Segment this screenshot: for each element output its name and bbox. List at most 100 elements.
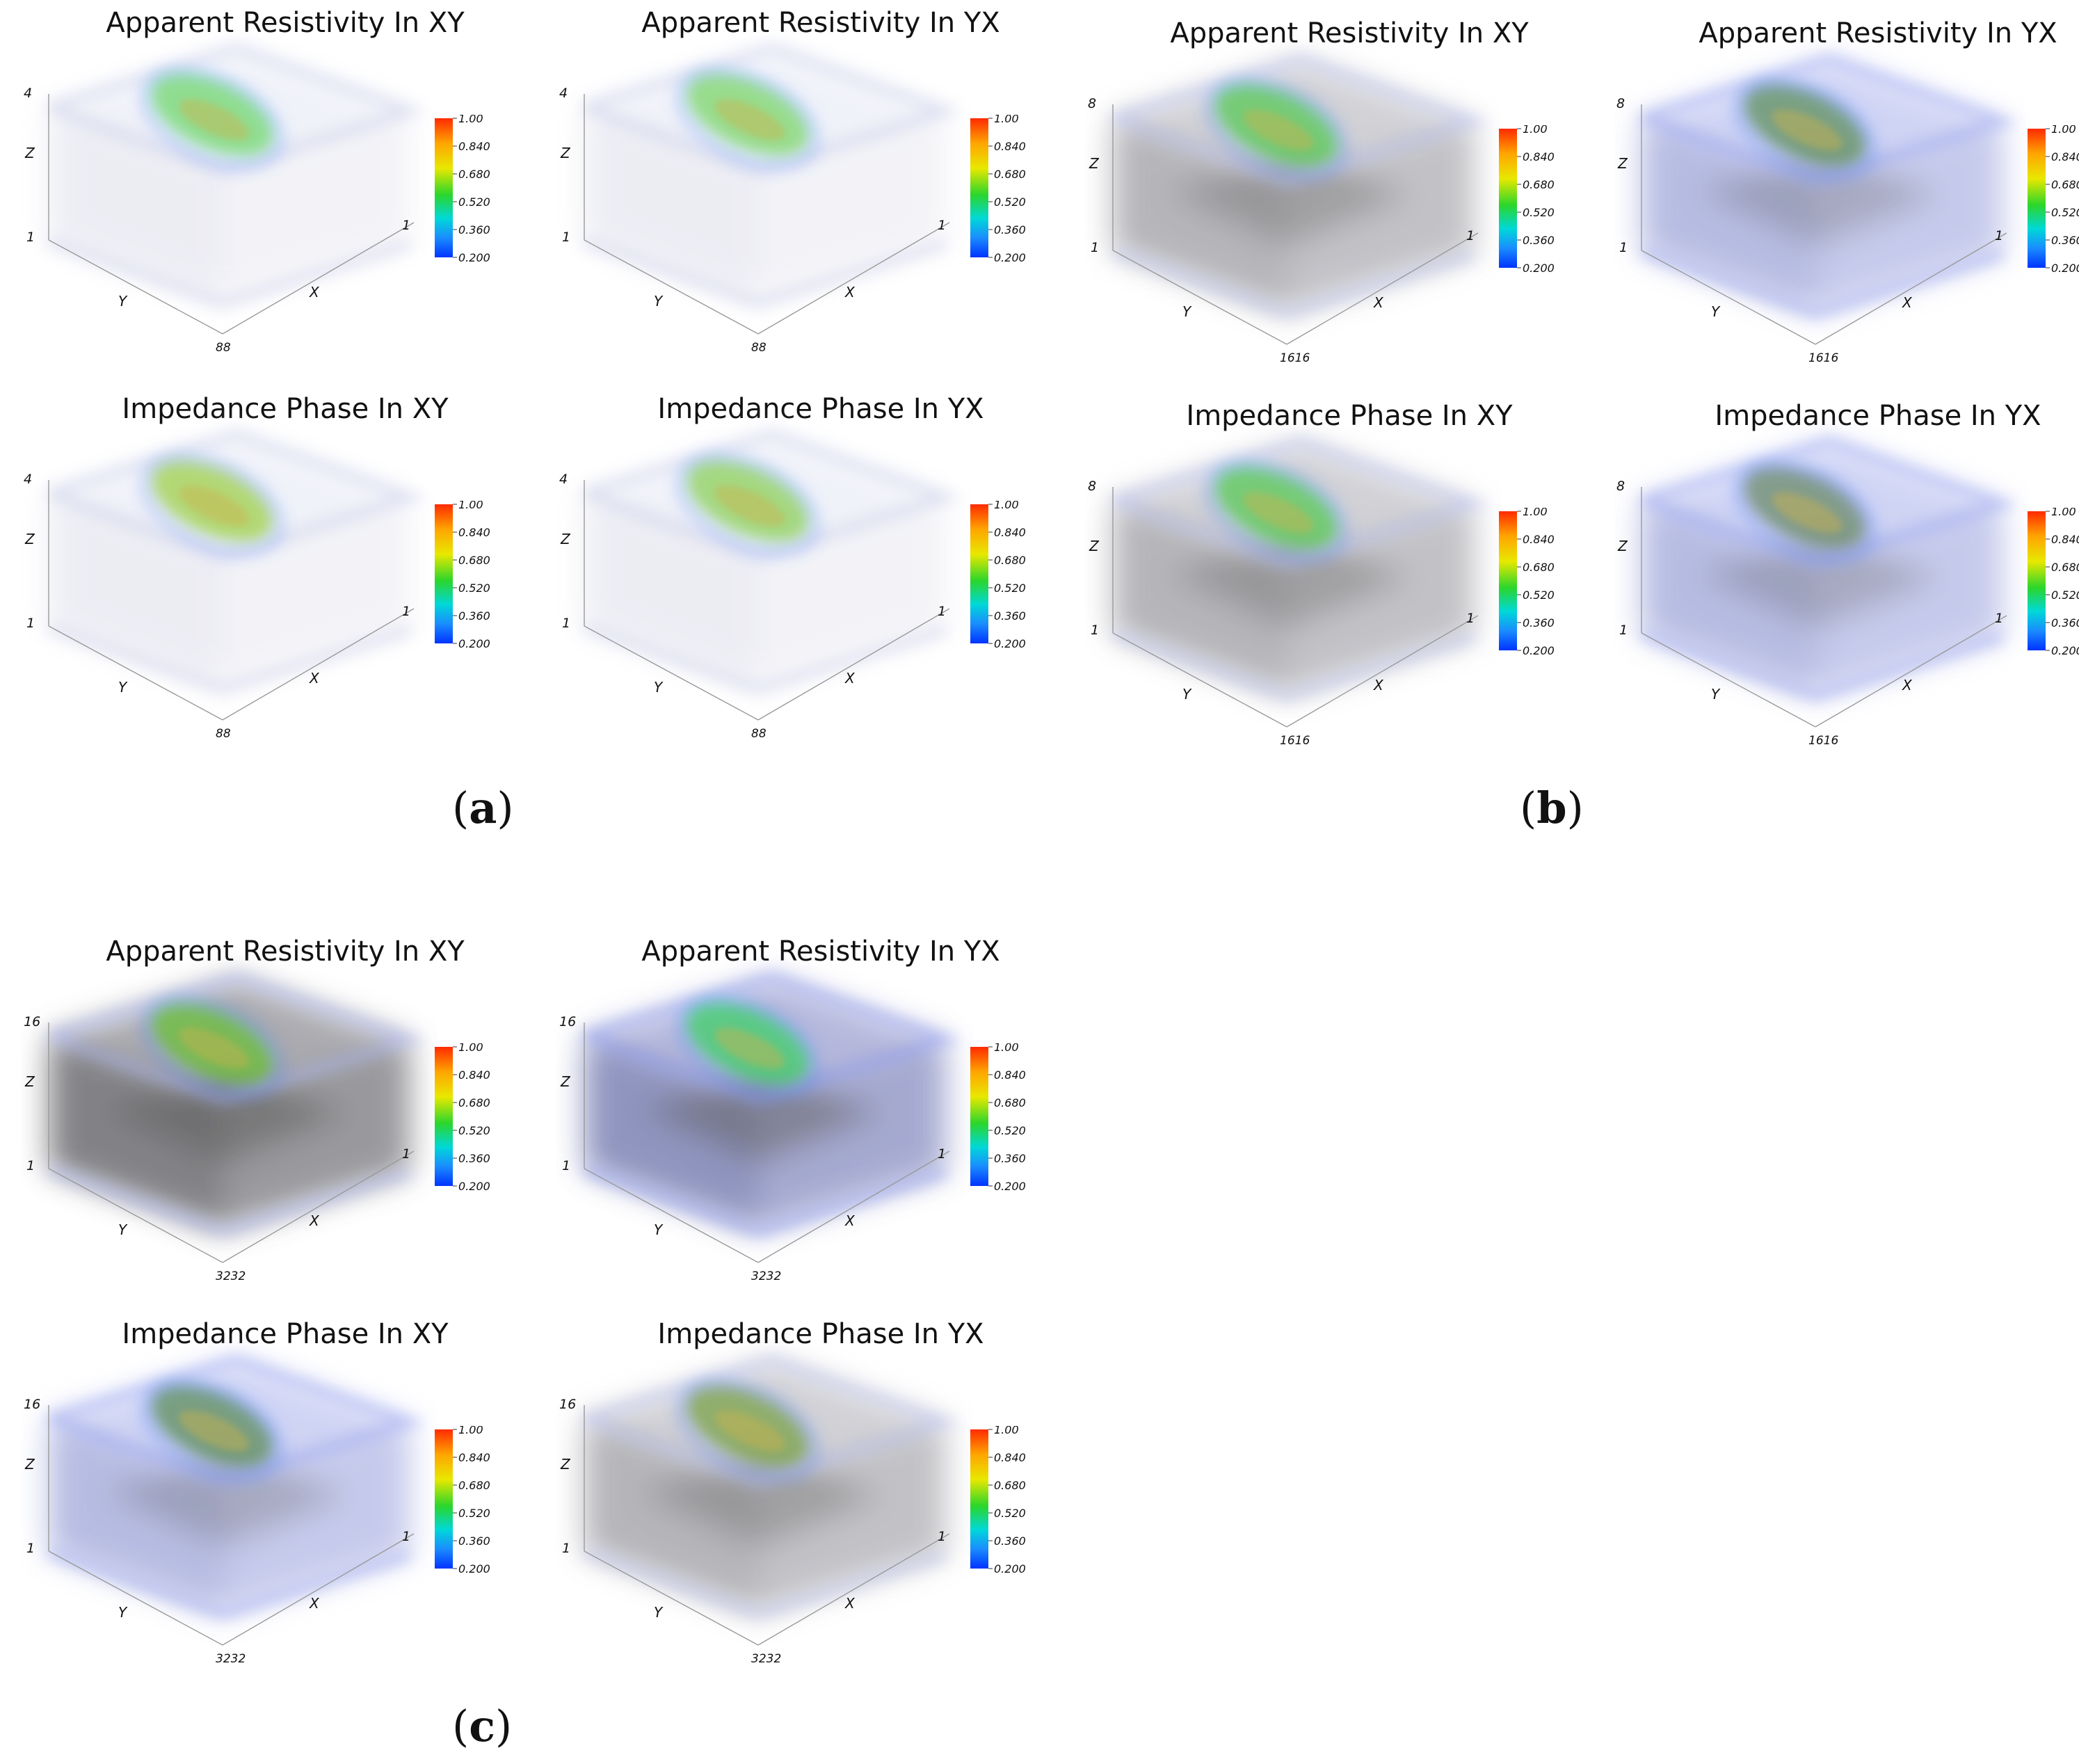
colorbar-tick-label: 0.200 <box>458 637 490 650</box>
colorbar-tick-label: 0.680 <box>458 1096 490 1109</box>
volume-render: 16 Z 1 Y X 1 3232 <box>559 972 961 1283</box>
colorbar-tick-label: 0.680 <box>1523 561 1555 574</box>
colorbar-tick-label: 1.00 <box>1523 125 1548 136</box>
anomaly-halo <box>676 996 819 1098</box>
volume-core-shadow <box>1697 150 1941 247</box>
volume-edge-glow <box>582 1546 948 1619</box>
panel-title: Apparent Resistivity In XY <box>106 936 465 968</box>
volume-edge-glow <box>47 621 412 694</box>
anomaly-core <box>1243 109 1314 151</box>
colorbar-tick-label: 0.680 <box>994 168 1026 181</box>
colorbar-tick-label: 0.200 <box>994 1180 1026 1193</box>
anomaly-core <box>1243 492 1314 534</box>
volume-edge-glow <box>582 621 948 694</box>
bottom-tick: 88 <box>216 727 231 741</box>
bottom-tick: 3232 <box>751 1652 781 1666</box>
y-axis-label: Y <box>118 1221 128 1238</box>
x-axis-line <box>222 1150 415 1263</box>
colorbar-tick-label: 0.840 <box>458 140 490 153</box>
colorbar: 1.00 0.840 0.680 0.520 0.360 0.200 <box>1499 508 1555 657</box>
anomaly-halo <box>1205 460 1348 562</box>
panel-a-2: Apparent Resistivity In YX 4 Z 1 Y X 1 88 1.00 0.… <box>556 7 1085 396</box>
volume-edge-glow <box>582 1164 948 1237</box>
colorbar-tick-label: 0.360 <box>2051 616 2079 630</box>
volume-render: 4 Z 1 Y X 1 88 <box>24 43 426 355</box>
z-axis-label: Z <box>1617 155 1628 172</box>
colorbar-tick-label: 0.840 <box>1523 150 1555 163</box>
panel-c-2: Apparent Resistivity In YX 16 Z 1 Y X 1 3232 1.0… <box>556 936 1085 1325</box>
colorbar-tick-label: 1.00 <box>994 115 1019 125</box>
colorbar: 1.00 0.840 0.680 0.520 0.360 0.200 <box>435 1426 490 1575</box>
y-axis-line <box>48 1168 223 1263</box>
x-axis-label: X <box>1902 294 1913 311</box>
z-axis-label: Z <box>1089 538 1100 554</box>
colorbar-tick-label: 0.520 <box>458 582 490 595</box>
colorbar: 1.00 0.840 0.680 0.520 0.360 0.200 <box>435 1043 490 1193</box>
z-top-tick: 4 <box>559 472 568 487</box>
colorbar-tick-label: 1.00 <box>458 1426 483 1436</box>
colorbar-tick-label: 0.680 <box>994 1096 1026 1109</box>
volume-render: 4 Z 1 Y X 1 88 <box>559 43 961 355</box>
z-top-tick: 4 <box>559 86 568 101</box>
origin-tick: 1 <box>26 616 35 631</box>
colorbar-tick-label: 1.00 <box>458 115 483 125</box>
colorbar-tick-label: 0.680 <box>1523 178 1555 191</box>
x-end-tick: 1 <box>1995 611 2003 626</box>
y-axis-label: Y <box>1711 303 1721 320</box>
z-axis-label: Z <box>560 531 571 547</box>
x-end-tick: 1 <box>402 1146 410 1162</box>
caption-b: (b) <box>1520 783 1584 833</box>
colorbar-tick-label: 0.840 <box>458 1451 490 1464</box>
y-axis-label: Y <box>118 679 128 696</box>
panel-title: Impedance Phase In YX <box>657 1318 984 1350</box>
colorbar-tick-label: 0.520 <box>994 1507 1026 1520</box>
x-end-tick: 1 <box>402 604 410 619</box>
caption-letter: b <box>1536 783 1567 833</box>
colorbar-gradient <box>1499 129 1517 268</box>
volume-render: 16 Z 1 Y X 1 3232 <box>24 972 426 1283</box>
x-axis-line <box>1815 232 2007 345</box>
z-top-tick: 16 <box>559 1397 576 1412</box>
volume-edge-glow <box>582 235 948 308</box>
volume-core-shadow <box>640 1068 883 1165</box>
volume-edge-glow <box>1111 628 1477 701</box>
y-axis-line <box>1641 250 1816 345</box>
y-axis-line <box>48 1550 223 1646</box>
z-top-tick: 4 <box>24 86 32 101</box>
colorbar-tick-label: 0.840 <box>1523 533 1555 546</box>
x-axis-label: X <box>844 284 856 300</box>
colorbar-gradient <box>435 118 453 257</box>
panel-title: Apparent Resistivity In XY <box>106 7 465 39</box>
z-top-tick: 16 <box>559 1014 576 1029</box>
origin-tick: 1 <box>1091 240 1099 255</box>
colorbar-tick-label: 0.360 <box>1523 616 1555 630</box>
anomaly-core <box>1772 109 1843 151</box>
panel-title: Impedance Phase In XY <box>122 393 449 425</box>
colorbar-tick-label: 0.360 <box>458 1152 490 1165</box>
colorbar-tick-label: 1.00 <box>2051 508 2076 518</box>
origin-tick: 1 <box>562 1541 570 1556</box>
colorbar-tick-label: 0.520 <box>2051 588 2079 602</box>
panel-title: Impedance Phase In XY <box>1186 400 1513 432</box>
anomaly-core <box>1772 492 1843 534</box>
caption-letter: c <box>469 1701 495 1751</box>
colorbar-tick-label: 1.00 <box>2051 125 2076 136</box>
y-axis-label: Y <box>654 293 664 310</box>
z-top-tick: 8 <box>1088 96 1096 111</box>
x-end-tick: 1 <box>938 218 946 233</box>
panel-title: Apparent Resistivity In YX <box>1699 17 2057 49</box>
x-axis-line <box>757 222 950 335</box>
panel-a-4: Impedance Phase In YX 4 Z 1 Y X 1 88 1.00 0.840 0.… <box>556 393 1085 783</box>
colorbar-tick-label: 0.840 <box>994 1068 1026 1082</box>
panel-c-1: Apparent Resistivity In XY 16 Z 1 Y X 1 3232 1.0… <box>21 936 549 1325</box>
bottom-tick: 88 <box>751 341 766 355</box>
colorbar-tick-label: 0.360 <box>458 1534 490 1548</box>
origin-tick: 1 <box>562 616 570 631</box>
panel-a-3: Impedance Phase In XY 4 Z 1 Y X 1 88 1.00 0.840 0.… <box>21 393 549 783</box>
colorbar-tick-label: 1.00 <box>994 1043 1019 1054</box>
colorbar: 1.00 0.840 0.680 0.520 0.360 0.200 <box>970 1043 1026 1193</box>
x-axis-label: X <box>309 284 320 300</box>
x-axis-label: X <box>309 1212 320 1229</box>
volume-render: 8 Z 1 Y X 1 1616 <box>1088 54 1490 365</box>
caption-c: (c) <box>452 1701 513 1751</box>
